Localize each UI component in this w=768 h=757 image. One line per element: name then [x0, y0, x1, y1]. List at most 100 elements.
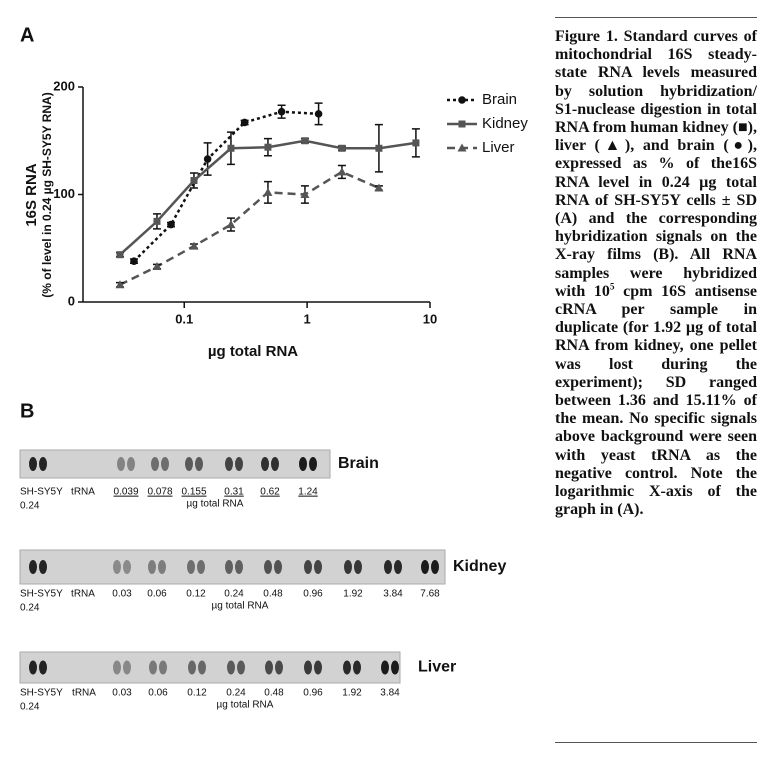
blot-spot: [151, 457, 159, 471]
figure: A B 16S RNA (% of level in 0.24 µg SH-SY…: [19, 24, 528, 713]
blot-spot: [343, 660, 351, 675]
blot-spot: [39, 457, 47, 471]
data-point: [300, 190, 310, 198]
blot-spot: [149, 660, 157, 675]
control-amount: 0.24: [20, 501, 40, 512]
lane-label: 0.62: [260, 487, 280, 498]
lane-label: 7.68: [420, 589, 440, 600]
lane-label: 0.48: [263, 589, 283, 600]
data-point: [190, 177, 198, 185]
blot-spot: [188, 660, 196, 675]
lane-label: SH-SY5Y: [20, 487, 63, 498]
blot-spot: [354, 560, 362, 574]
data-point: [240, 118, 249, 127]
data-point: [338, 144, 346, 152]
legend-label: Liver: [482, 139, 515, 156]
blot-spot: [197, 560, 205, 574]
blot-spot: [264, 560, 272, 574]
control-amount: 0.24: [20, 603, 40, 614]
blot-spot: [299, 457, 307, 471]
blot-spot: [148, 560, 156, 574]
lane-label: SH-SY5Y: [20, 688, 63, 699]
lane-label: 0.12: [186, 589, 206, 600]
blot-spot: [237, 660, 245, 675]
blot-spot: [29, 457, 37, 471]
panel-label: A: [20, 24, 34, 46]
lane-label: 0.31: [224, 487, 244, 498]
blot-spot: [381, 660, 389, 675]
lane-label: 0.06: [147, 589, 167, 600]
blot-spot: [261, 457, 269, 471]
blot-film: [19, 449, 331, 479]
lane-label: 3.84: [383, 589, 403, 600]
lane-label: 1.92: [342, 688, 362, 699]
lane-label: 0.24: [226, 688, 246, 699]
lane-label: 0.96: [303, 589, 323, 600]
y-tick-label: 200: [53, 78, 75, 93]
blot-spot: [127, 457, 135, 471]
data-point: [375, 144, 383, 152]
data-point: [167, 220, 175, 229]
lane-label: 0.078: [147, 487, 172, 498]
lane-label: 1.92: [343, 589, 363, 600]
lane-label: 0.03: [112, 688, 132, 699]
y-axis-sublabel: (% of level in 0.24 µg SH-SY5Y RNA): [40, 92, 54, 297]
blot-spot: [123, 560, 131, 574]
blot-film: [19, 651, 401, 684]
data-point: [263, 187, 273, 196]
lane-label: tRNA: [71, 589, 95, 600]
lane-label: 0.12: [187, 688, 207, 699]
legend-marker: [458, 120, 466, 128]
lane-label: 0.96: [303, 688, 323, 699]
blot-spot: [187, 560, 195, 574]
lane-label: SH-SY5Y: [20, 589, 63, 600]
blot-spot: [159, 660, 167, 675]
lane-label: 0.039: [113, 487, 138, 498]
data-point: [116, 251, 124, 259]
unit-label: µg total RNA: [217, 700, 274, 711]
blot-spot: [235, 560, 243, 574]
data-point: [189, 241, 199, 250]
panel-label: B: [20, 400, 34, 422]
x-tick-label: 1: [304, 311, 311, 326]
blot-spot: [274, 560, 282, 574]
caption: Figure 1. Standard curves of mitochondri…: [555, 17, 757, 743]
x-tick-label: 10: [423, 311, 437, 326]
data-point: [130, 257, 138, 265]
data-point: [226, 220, 236, 229]
blot-spot: [198, 660, 206, 675]
blot-spot: [29, 660, 37, 675]
blot-spot: [309, 457, 317, 471]
blot-spot: [304, 660, 312, 675]
y-tick-label: 0: [68, 293, 75, 308]
blot-spot: [235, 457, 243, 471]
caption-superscript: 5: [609, 281, 615, 292]
x-axis-label: µg total RNA: [208, 343, 298, 360]
data-point: [153, 217, 161, 225]
y-tick-label: 100: [53, 186, 75, 201]
blot-name: Kidney: [453, 558, 506, 575]
blot-spot: [271, 457, 279, 471]
blot-spot: [384, 560, 392, 574]
blot-spot: [304, 560, 312, 574]
blot-spot: [275, 660, 283, 675]
data-point: [264, 143, 272, 151]
blot-spot: [29, 560, 37, 574]
blot-spot: [344, 560, 352, 574]
blot-spot: [353, 660, 361, 675]
blot-spot: [113, 560, 121, 574]
blot-spot: [431, 560, 439, 574]
caption-text: Figure 1. Standard curves of mitochondri…: [555, 28, 757, 300]
data-point: [227, 144, 235, 152]
x-tick-label: 0.1: [175, 311, 193, 326]
data-point: [301, 137, 309, 145]
blot-spot: [394, 560, 402, 574]
blot-name: Liver: [418, 659, 456, 676]
blot-spot: [123, 660, 131, 675]
caption-text: cpm 16S antisense cRNA per sample in dup…: [555, 282, 757, 519]
data-point: [277, 107, 286, 116]
lane-label: 0.155: [181, 487, 206, 498]
unit-label: µg total RNA: [187, 499, 244, 510]
lane-label: tRNA: [72, 688, 96, 699]
lane-label: 0.48: [264, 688, 284, 699]
